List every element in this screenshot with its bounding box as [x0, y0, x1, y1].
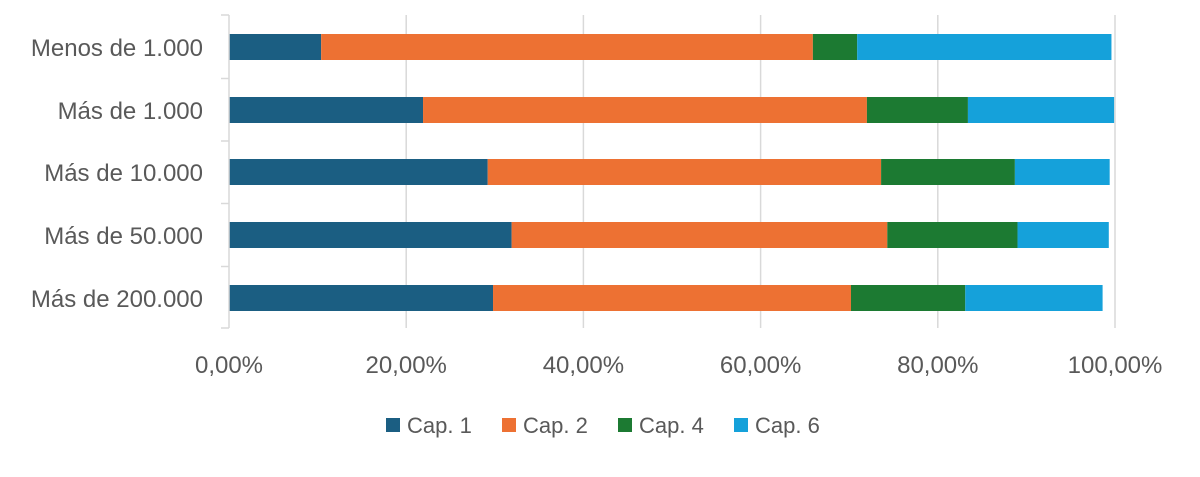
legend-swatch-cap-4 [618, 418, 632, 432]
legend-label-cap-4: Cap. 4 [639, 413, 704, 438]
category-label: Más de 50.000 [44, 223, 203, 250]
x-tick-label: 60,00% [720, 352, 801, 379]
bar-cap-2-mas-de-10-000 [487, 159, 882, 185]
x-tick-label: 40,00% [543, 352, 624, 379]
bar-cap-4-mas-de-10-000 [881, 159, 1015, 185]
category-label: Menos de 1.000 [31, 35, 203, 62]
category-label: Más de 1.000 [58, 98, 203, 125]
bar-cap-1-mas-de-200-000 [229, 285, 494, 311]
legend-swatch-cap-2 [502, 418, 516, 432]
bar-cap-1-mas-de-10-000 [229, 159, 488, 185]
legend-label-cap-6: Cap. 6 [755, 413, 820, 438]
x-tick-label: 80,00% [897, 352, 978, 379]
bar-cap-6-menos-de-1-000 [857, 34, 1112, 60]
legend-label-cap-1: Cap. 1 [407, 413, 472, 438]
legend-label-cap-2: Cap. 2 [523, 413, 588, 438]
bar-cap-6-mas-de-10-000 [1014, 159, 1110, 185]
x-tick-label: 0,00% [195, 352, 263, 379]
bar-cap-4-mas-de-1-000 [866, 97, 968, 123]
legend-swatch-cap-6 [734, 418, 748, 432]
legend-swatch-cap-1 [386, 418, 400, 432]
bar-cap-2-mas-de-50-000 [511, 222, 888, 248]
bar-cap-4-mas-de-50-000 [887, 222, 1018, 248]
bar-cap-4-menos-de-1-000 [812, 34, 858, 60]
bar-cap-1-mas-de-50-000 [229, 222, 512, 248]
bar-cap-4-mas-de-200-000 [850, 285, 966, 311]
x-tick-label: 20,00% [365, 352, 446, 379]
bar-cap-2-mas-de-1-000 [423, 97, 867, 123]
bar-cap-6-mas-de-50-000 [1017, 222, 1109, 248]
bar-cap-1-mas-de-1-000 [229, 97, 424, 123]
bar-cap-6-mas-de-1-000 [967, 97, 1115, 123]
x-tick-label: 100,00% [1068, 352, 1163, 379]
bar-cap-6-mas-de-200-000 [965, 285, 1103, 311]
axes: 0,00% 20,00% 40,00% 60,00% 80,00% 100,00% Meno… [31, 14, 1163, 379]
bar-cap-2-mas-de-200-000 [493, 285, 851, 311]
category-label: Más de 10.000 [44, 160, 203, 187]
bars [229, 34, 1115, 311]
category-label: Más de 200.000 [31, 286, 203, 313]
bar-cap-1-menos-de-1-000 [229, 34, 322, 60]
legend: Cap. 1 Cap. 2 Cap. 4 Cap. 6 [386, 413, 820, 438]
bar-cap-2-menos-de-1-000 [321, 34, 813, 60]
